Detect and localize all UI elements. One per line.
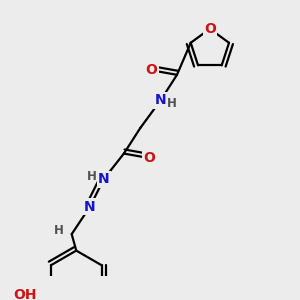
- Text: O: O: [144, 151, 155, 165]
- Text: OH: OH: [14, 288, 37, 300]
- Text: O: O: [146, 63, 157, 77]
- Text: N: N: [155, 94, 166, 107]
- Text: H: H: [87, 170, 97, 183]
- Text: N: N: [84, 200, 96, 214]
- Text: O: O: [204, 22, 216, 36]
- Text: H: H: [167, 97, 176, 110]
- Text: H: H: [54, 224, 64, 237]
- Text: N: N: [98, 172, 109, 186]
